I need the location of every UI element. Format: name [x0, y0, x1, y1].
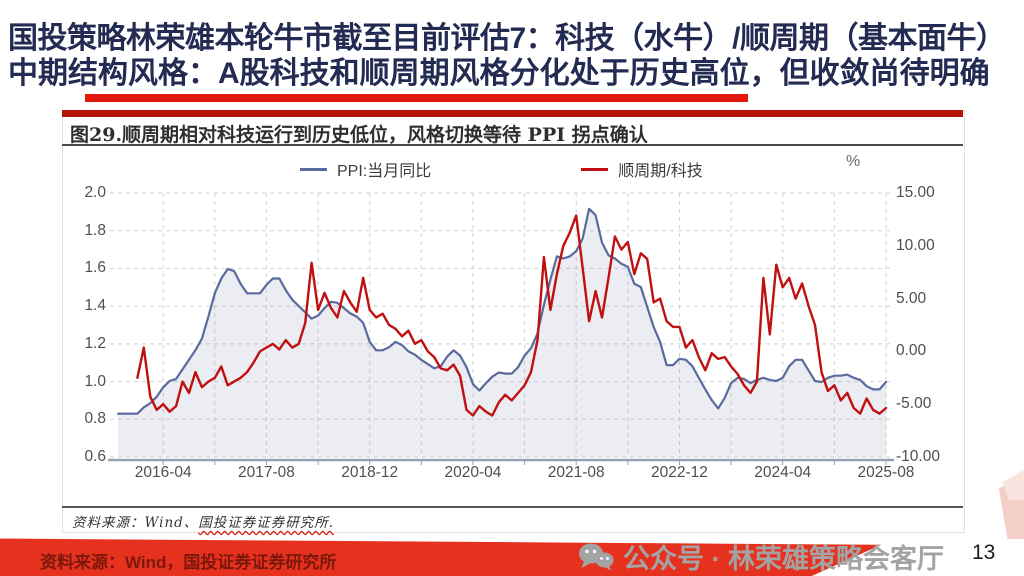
legend-label-ppi: PPI:当月同比: [337, 163, 432, 180]
figure-source-note: 资料来源：Wind、国投证券证券研究所.: [72, 511, 334, 531]
footer-source-text: 资料来源：Wind，国投证券证券研究所: [40, 553, 337, 572]
figure-top-red-bar: [62, 110, 963, 117]
left-axis-tick-label: 1.0: [84, 372, 106, 390]
figure-title: 图29.顺周期相对科技运行到历史低位，风格切换等待 PPI 拐点确认: [70, 124, 648, 146]
right-axis-unit-label: %: [846, 153, 861, 170]
left-axis-tick-label: 0.6: [84, 448, 106, 465]
chart-legend: PPI:当月同比 顺周期/科技: [300, 158, 703, 180]
wechat-icon: [579, 543, 614, 570]
x-axis-tick-label: 2020-04: [444, 464, 502, 481]
x-axis-tick-label: 2018-12: [341, 464, 399, 481]
legend-label-ratio: 顺周期/科技: [618, 163, 703, 180]
watermark-text: 公众号 · 林荣雄策略会客厅: [623, 544, 944, 574]
left-axis-tick-label: 1.2: [84, 334, 106, 352]
right-axis-tick-label: -5.00: [896, 395, 932, 413]
slide-title-line1: 国投策略林荣雄本轮牛市截至目前评估7：科技（水牛）/顺周期（基本面牛）: [8, 22, 1006, 55]
x-axis-tick-label: 2024-04: [754, 464, 812, 481]
legend-line-swatch-red: [581, 167, 609, 171]
legend-line-swatch-blue: [300, 167, 327, 171]
figure-source-underlined: 国投证券证券研究所.: [198, 515, 335, 531]
right-axis-tick-label: 10.00: [896, 236, 935, 254]
left-axis-tick-label: 1.6: [84, 259, 106, 277]
right-axis-tick-label: 0.00: [896, 342, 927, 360]
figure-bottom-separator: [62, 506, 963, 508]
legend-item-ppi: PPI:当月同比: [300, 157, 431, 181]
legend-item-ratio: 顺周期/科技: [581, 157, 703, 181]
right-axis-tick-label: -10.00: [896, 448, 940, 465]
watermark: 公众号 · 林荣雄策略会客厅: [578, 537, 944, 576]
figure-title-underline: [62, 144, 963, 146]
footer-red-banner: [0, 538, 882, 576]
x-axis-tick-label: 2017-08: [237, 464, 295, 481]
slide-title-line2: 中期结构风格：A股科技和顺周期风格分化处于历史高位，但收敛尚待明确: [8, 57, 990, 90]
x-axis-tick-label: 2021-08: [547, 464, 605, 481]
left-axis-tick-label: 1.4: [84, 297, 106, 315]
right-axis-tick-label: 15.00: [896, 184, 935, 201]
left-axis-tick-label: 1.8: [84, 221, 106, 239]
figure-source-prefix: 资料来源：Wind、: [72, 515, 199, 531]
left-axis-tick-label: 0.8: [84, 410, 106, 428]
x-axis-tick-label: 2016-04: [134, 464, 192, 481]
right-axis-tick-label: 5.00: [896, 289, 927, 307]
x-axis-tick-label: 2025-08: [857, 464, 915, 481]
page-number: 13: [972, 541, 996, 564]
title-accent-bar: [85, 94, 748, 102]
x-axis-tick-label: 2022-12: [651, 464, 708, 481]
left-axis-tick-label: 2.0: [84, 184, 106, 201]
